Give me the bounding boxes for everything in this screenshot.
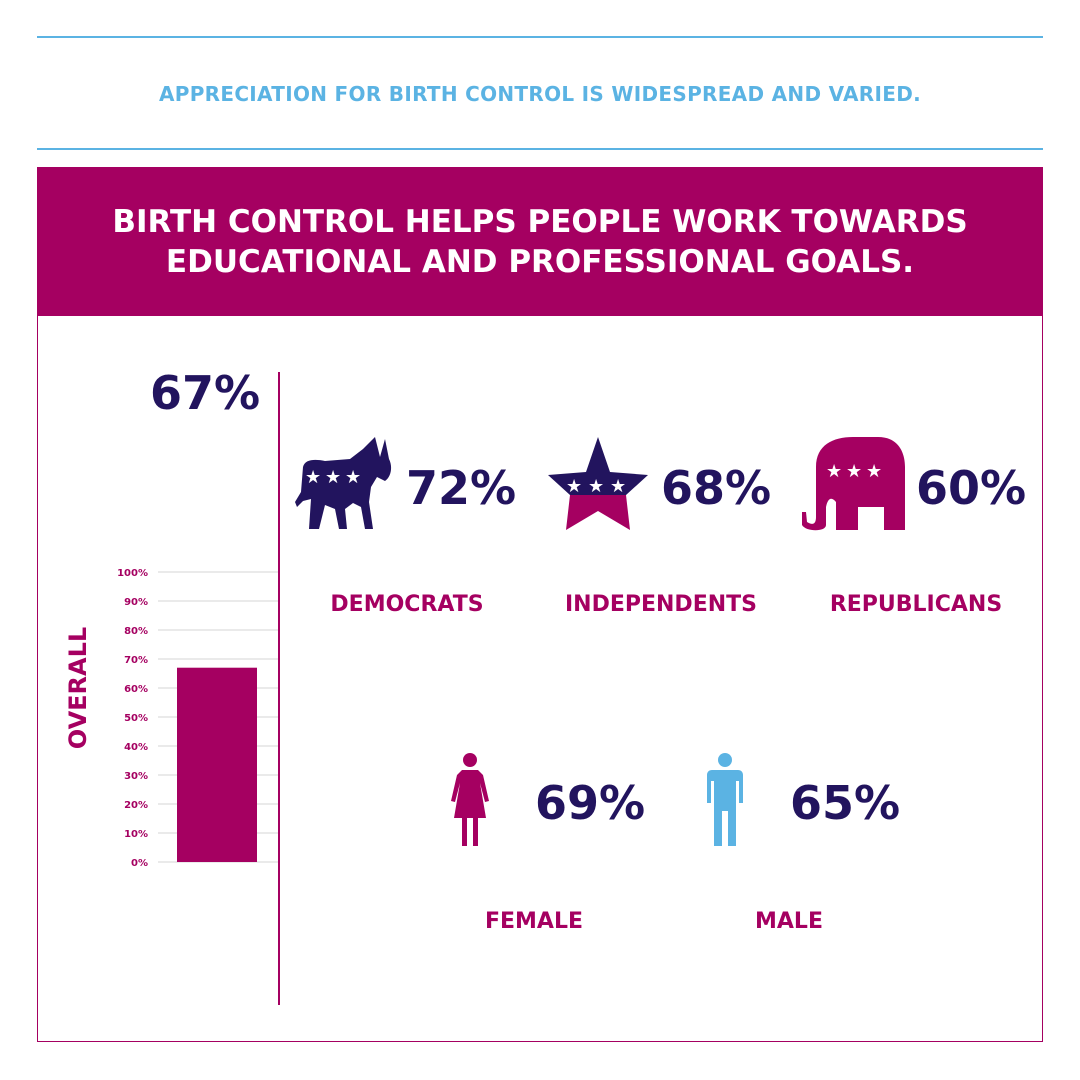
- y-tick-label: 70%: [124, 655, 148, 666]
- svg-text:★: ★: [846, 461, 862, 482]
- male-label: MALE: [755, 909, 823, 934]
- svg-text:★: ★: [566, 476, 582, 497]
- female-value: 69%: [535, 776, 646, 830]
- top-divider: [37, 36, 1043, 38]
- independents-label: INDEPENDENTS: [564, 592, 757, 617]
- svg-text:★: ★: [588, 476, 604, 497]
- header-line-1: BIRTH CONTROL HELPS PEOPLE WORK TOWARDS: [112, 204, 968, 240]
- svg-text:★: ★: [325, 467, 341, 488]
- subtitle: APPRECIATION FOR BIRTH CONTROL IS WIDESP…: [158, 82, 922, 106]
- subtitle-divider: [37, 148, 1043, 150]
- svg-text:★: ★: [345, 467, 361, 488]
- republicans-value: 60%: [916, 461, 1027, 515]
- svg-text:★: ★: [866, 461, 882, 482]
- democrats-value: 72%: [406, 461, 517, 515]
- y-tick-label: 90%: [124, 597, 148, 608]
- star-icon: ★ ★ ★: [548, 437, 648, 530]
- democrats-label: DEMOCRATS: [330, 592, 484, 617]
- y-tick-label: 10%: [124, 829, 148, 840]
- republicans-label: REPUBLICANS: [829, 592, 1003, 617]
- panel-header: BIRTH CONTROL HELPS PEOPLE WORK TOWARDS …: [38, 168, 1042, 316]
- overall-bar: [177, 667, 257, 862]
- svg-text:★: ★: [610, 476, 626, 497]
- svg-text:★: ★: [305, 467, 321, 488]
- donkey-icon: ★ ★ ★: [295, 437, 392, 529]
- svg-text:★: ★: [826, 461, 842, 482]
- male-icon: [707, 753, 743, 846]
- female-icon: [451, 753, 489, 846]
- y-tick-label: 80%: [124, 626, 148, 637]
- y-tick-label: 60%: [124, 684, 148, 695]
- header-line-2: EDUCATIONAL AND PROFESSIONAL GOALS.: [165, 244, 915, 280]
- y-tick-label: 40%: [124, 742, 148, 753]
- male-value: 65%: [790, 776, 901, 830]
- infographic-panel: BIRTH CONTROL HELPS PEOPLE WORK TOWARDS …: [37, 167, 1043, 1042]
- y-tick-label: 0%: [131, 858, 148, 869]
- overall-value: 67%: [150, 366, 261, 420]
- y-tick-label: 50%: [124, 713, 148, 724]
- y-tick-label: 30%: [124, 771, 148, 782]
- independents-value: 68%: [661, 461, 772, 515]
- female-label: FEMALE: [484, 909, 584, 934]
- y-tick-label: 100%: [117, 568, 148, 579]
- y-tick-label: 20%: [124, 800, 148, 811]
- vertical-divider: [278, 372, 280, 1005]
- elephant-icon: ★ ★ ★: [802, 437, 905, 531]
